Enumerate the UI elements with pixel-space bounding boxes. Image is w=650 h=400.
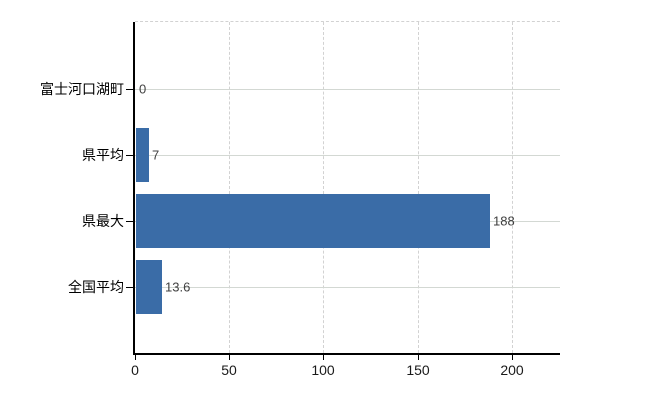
vertical-gridline	[418, 22, 419, 353]
x-tick-label: 200	[500, 362, 524, 378]
value-label: 0	[139, 81, 147, 97]
value-label: 7	[152, 147, 160, 163]
horizontal-gridline	[135, 89, 560, 90]
x-tick-mark	[135, 355, 136, 360]
horizontal-gridline	[135, 155, 560, 156]
x-tick-label: 100	[311, 362, 335, 378]
bar	[136, 260, 162, 314]
y-tick-mark	[126, 155, 133, 156]
value-label: 188	[493, 213, 515, 229]
horizontal-gridline	[135, 287, 560, 288]
y-axis-line	[133, 22, 135, 355]
vertical-gridline	[229, 22, 230, 353]
y-tick-mark	[126, 221, 133, 222]
x-tick-mark	[323, 355, 324, 360]
value-label: 13.6	[165, 279, 191, 295]
x-tick-label: 0	[131, 362, 139, 378]
x-tick-label: 50	[221, 362, 237, 378]
bar	[136, 128, 149, 182]
x-tick-mark	[418, 355, 419, 360]
category-label: 富士河口湖町	[40, 81, 124, 97]
y-tick-mark	[126, 89, 133, 90]
vertical-gridline	[512, 22, 513, 353]
category-label: 県平均	[82, 147, 124, 163]
bar	[136, 194, 490, 248]
x-tick-mark	[512, 355, 513, 360]
x-tick-mark	[229, 355, 230, 360]
category-label: 全国平均	[68, 279, 124, 295]
plot-top-border	[135, 21, 560, 22]
x-axis-line	[133, 353, 560, 355]
x-tick-label: 150	[406, 362, 430, 378]
category-label: 県最大	[82, 213, 124, 229]
vertical-gridline	[323, 22, 324, 353]
y-tick-mark	[126, 287, 133, 288]
